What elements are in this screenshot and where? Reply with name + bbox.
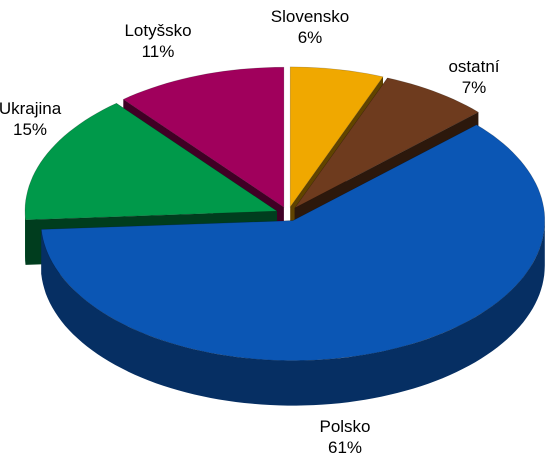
slice-label: Polsko (319, 417, 370, 436)
slice-value-label: 7% (462, 78, 487, 97)
slice-value-label: 6% (298, 28, 323, 47)
slice-label: Lotyšsko (124, 21, 191, 40)
slice (294, 77, 480, 209)
slice-label: ostatní (448, 57, 499, 76)
slice (40, 124, 545, 406)
slice-label: Ukrajina (0, 99, 62, 118)
slice (122, 66, 285, 208)
slice-value-label: 15% (13, 120, 47, 139)
slice-label: Slovensko (271, 7, 349, 26)
slice-value-label: 61% (328, 438, 362, 457)
slice-side (25, 211, 26, 265)
slice-side (41, 220, 545, 406)
slice (289, 66, 384, 208)
slice-value-label: 11% (142, 42, 175, 61)
slice (40, 124, 545, 361)
slice (24, 102, 278, 221)
